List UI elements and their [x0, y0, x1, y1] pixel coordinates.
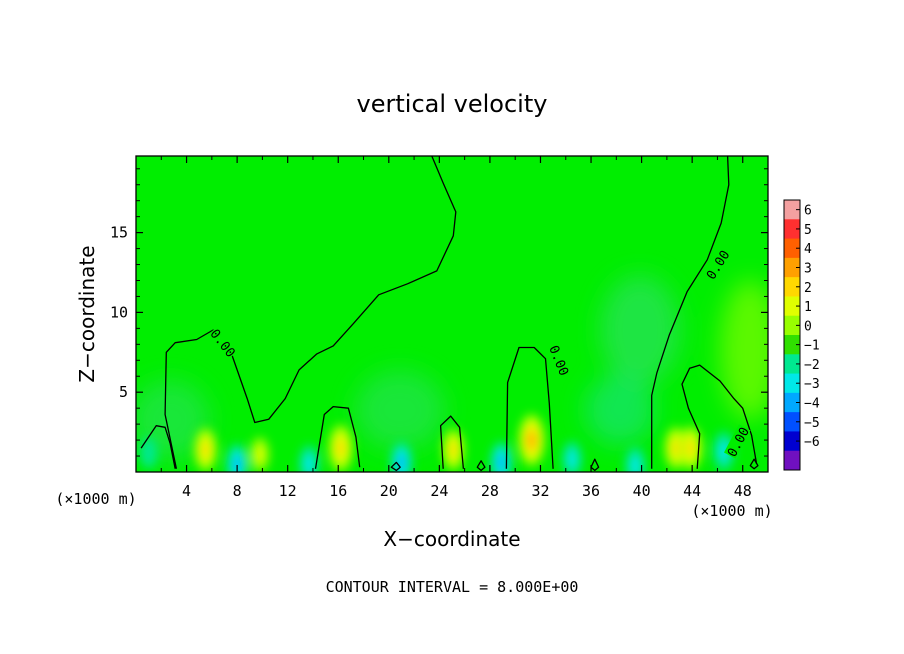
x-tick-label-24: 24	[430, 482, 448, 500]
colorbar-tick-label-3: 3	[804, 262, 812, 277]
x-tick-label-12: 12	[279, 482, 297, 500]
velocity-cells	[140, 414, 735, 472]
x-tick-label-16: 16	[329, 482, 347, 500]
contour-line-4	[505, 346, 554, 469]
velocity-cell-14-level-1	[140, 437, 158, 469]
contour-label-bg-0	[208, 325, 239, 360]
colorbar-tick-label-6: 0	[804, 319, 812, 334]
plot-frame	[135, 155, 769, 473]
colorbar	[783, 199, 801, 471]
chart-title: vertical velocity	[357, 90, 548, 118]
y-tick-label-10: 10	[110, 303, 128, 321]
colorbar-tick-label-2: 4	[804, 242, 812, 257]
background-field	[136, 275, 768, 460]
y-tick-label-5: 5	[119, 383, 128, 401]
colorbar-band-5	[784, 296, 800, 317]
x-tick-label-28: 28	[481, 482, 499, 500]
colorbar-tick-label-5: 1	[804, 300, 812, 315]
y-axis-label: Z−coordinate	[75, 245, 99, 382]
velocity-cell-0-level-3	[201, 442, 210, 457]
velocity-cell-8-level-2	[304, 454, 315, 472]
colorbar-ticks: 6 5 4 3 2 1 0 −1 −2 −3 −4 −5 −6	[796, 204, 820, 450]
contour-line-7	[390, 461, 401, 472]
colorbar-band-6	[784, 315, 800, 336]
velocity-cell-12-level-2	[630, 456, 641, 472]
contour-line-8	[476, 460, 486, 472]
colorbar-tick-label-10: −4	[804, 397, 820, 412]
colorbar-tick-label-9: −3	[804, 377, 820, 392]
colorbar-tick-label-1: 5	[804, 223, 812, 238]
colorbar-tick-label-4: 2	[804, 281, 812, 296]
velocity-cell-2-level-3	[336, 440, 345, 456]
x-tick-label-32: 32	[531, 482, 549, 500]
x-tick-label-8: 8	[233, 482, 242, 500]
contour-line-2	[314, 405, 361, 469]
velocity-cell-3-level-3	[449, 442, 457, 457]
velocity-cell-11-level-2	[567, 450, 577, 469]
colorbar-tick-label-8: −2	[804, 358, 820, 373]
x-tick-label-40: 40	[633, 482, 651, 500]
x-unit-right: (×1000 m)	[691, 502, 772, 520]
colorbar-tick-label-11: −5	[804, 416, 820, 431]
colorbar-tick-label-12: −6	[804, 435, 820, 450]
velocity-cell-10-level-3	[497, 455, 505, 470]
colorbar-band-3	[784, 257, 800, 278]
velocity-cell-6-level-3	[687, 440, 695, 456]
y-axis-ticks: 5 10 15	[110, 168, 768, 457]
contour-line-5	[651, 156, 730, 469]
colorbar-frame	[783, 199, 801, 471]
colorbar-band-2	[784, 238, 800, 259]
velocity-cell-7-level-3	[233, 457, 241, 471]
colorbar-tick-label-0: 6	[804, 204, 812, 219]
x-tick-label-36: 36	[582, 482, 600, 500]
x-tick-label-4: 4	[182, 482, 191, 500]
contour-line-0	[140, 425, 176, 469]
colorbar-band-12	[784, 431, 800, 452]
contour-line-9	[590, 458, 600, 472]
x-axis-ticks: 4 8 12 16 20 24 28 32 36 40 44 48	[160, 156, 752, 500]
zero-contours	[140, 156, 759, 472]
contour-line-1	[164, 156, 457, 469]
colorbar-band-8	[784, 354, 800, 375]
plot-area: 0.00 0.000.000.00	[136, 156, 768, 472]
colorbar-band-11	[784, 412, 800, 432]
contour-label-bg-1	[547, 342, 572, 378]
contour-line-10	[749, 458, 759, 470]
contour-label-bg-2	[703, 247, 732, 282]
x-axis-label: X−coordinate	[383, 527, 520, 551]
velocity-cell-5-level-3	[672, 440, 680, 456]
colorbar-band-4	[784, 277, 800, 297]
colorbar-band-1	[784, 219, 800, 240]
x-tick-label-20: 20	[380, 482, 398, 500]
velocity-cell-1-level-2	[255, 445, 265, 464]
velocity-cell-9-level-3	[397, 455, 405, 470]
contour-line-6	[681, 364, 758, 469]
x-unit-left: (×1000 m)	[55, 490, 136, 508]
colorbar-band-9	[784, 373, 800, 394]
colorbar-band-13	[784, 450, 800, 471]
velocity-cell-13-level-2	[718, 441, 729, 462]
y-tick-label-15: 15	[110, 224, 128, 242]
colorbar-band-7	[784, 335, 800, 355]
x-tick-label-44: 44	[683, 482, 701, 500]
contour-label-bg-3	[723, 424, 751, 459]
x-tick-label-48: 48	[734, 482, 752, 500]
velocity-cell-4-level-4	[528, 433, 535, 447]
colorbar-band-10	[784, 392, 800, 413]
colorbar-tick-label-7: −1	[804, 339, 820, 354]
colorbar-band-0	[784, 200, 800, 220]
contour-line-3	[439, 415, 465, 469]
contour-interval-note: CONTOUR INTERVAL = 8.000E+00	[326, 578, 579, 596]
